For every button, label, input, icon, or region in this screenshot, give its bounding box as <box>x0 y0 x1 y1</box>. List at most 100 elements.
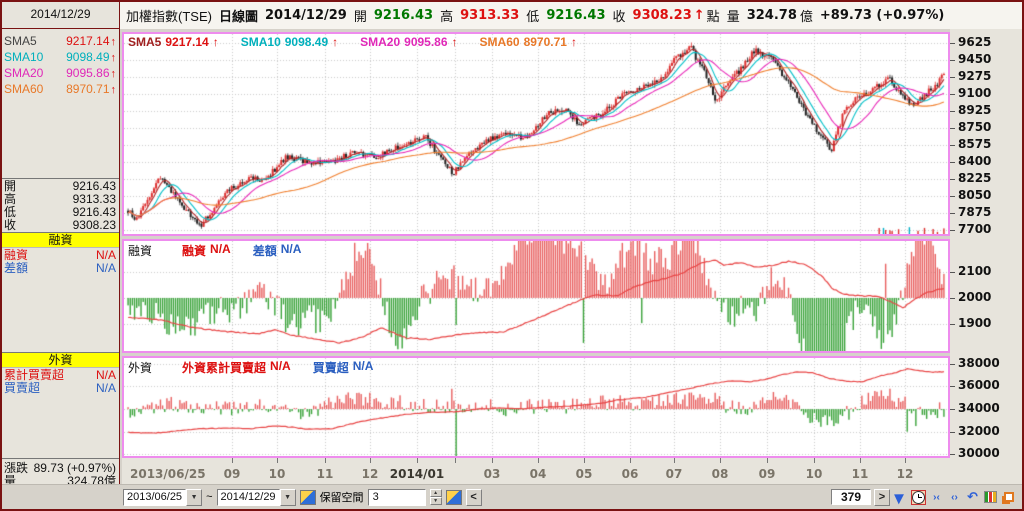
x-axis-label: 05 <box>575 467 593 481</box>
y-axis-label: 9625 <box>958 35 992 50</box>
bar-count-box[interactable]: 379 <box>831 489 871 505</box>
close-row-value: 9308.23 <box>72 217 116 232</box>
toolbar-right-group: 379 > ›‹ ‹› ↶ <box>831 488 1022 506</box>
y-axis-tick <box>950 145 955 147</box>
foreign-cum-value: N/A <box>95 367 116 382</box>
undo-icon[interactable]: ↶ <box>967 489 978 504</box>
x-axis-tick <box>767 458 768 463</box>
x-axis-tick <box>538 458 539 463</box>
y-axis-tick <box>950 431 955 433</box>
sma20-value: 9095.86 <box>66 66 110 80</box>
from-date-combo[interactable]: 2013/06/25 ▼ <box>123 488 203 506</box>
point-label: 點 <box>706 9 720 24</box>
sma60-label: SMA60 <box>4 82 44 96</box>
apply-range-icon[interactable] <box>299 489 316 505</box>
y-axis-tick <box>950 272 955 274</box>
sma-readout-block: SMA5 9217.14↑ SMA10 9098.49↑ SMA20 9095.… <box>2 33 119 97</box>
y-axis-label: 8925 <box>958 103 992 118</box>
y-axis-label: 8225 <box>958 171 992 186</box>
x-axis-tick <box>455 458 456 463</box>
refresh-chart-icon[interactable] <box>445 489 462 505</box>
sma20-label: SMA20 <box>4 66 44 80</box>
header-bar: 加權指數(TSE) 日線圖 2014/12/29 開 9216.43 高 931… <box>120 2 1022 29</box>
open-row-label: 開 <box>4 179 17 193</box>
sma60-arrow-icon: ↑ <box>110 84 117 96</box>
foreign-chart-panel: 外資 外資累計買賣超 N/A 買賣超 N/A <box>122 356 950 458</box>
change-volume-stats: 漲跌 89.73 (+0.97%) 量 324.78億 <box>2 458 119 488</box>
foreign-net-label: 買賣超 <box>4 381 41 395</box>
x-axis-label: 12 <box>361 467 379 481</box>
header-date: 2014/12/29 <box>264 8 347 23</box>
y-axis-tick <box>950 179 955 181</box>
change-stat-value: 89.73 (+0.97%) <box>33 460 116 475</box>
open-row-value: 9216.43 <box>72 178 116 193</box>
high-row-value: 9313.33 <box>72 191 116 206</box>
y-axis-tick <box>950 297 955 299</box>
reserve-space-input[interactable]: 3 <box>367 488 426 506</box>
foreign-chart-canvas[interactable] <box>124 358 948 456</box>
y-axis-label: 8050 <box>958 188 992 203</box>
margin-chart-canvas[interactable] <box>124 241 948 351</box>
zoom-out-icon[interactable]: ‹› <box>951 491 958 503</box>
x-axis-tick <box>674 458 675 463</box>
to-date-combo[interactable]: 2014/12/29 ▼ <box>216 488 296 506</box>
x-axis-tick <box>584 458 585 463</box>
y-axis-tick <box>950 77 955 79</box>
foreign-section: 外資 累計買賣超 N/A 買賣超 N/A <box>2 352 119 395</box>
chart-style-icon[interactable] <box>983 490 998 505</box>
margin-diff-value: N/A <box>95 260 116 275</box>
from-date-value[interactable]: 2013/06/25 <box>123 488 187 506</box>
x-axis-label: 11 <box>851 467 869 481</box>
high-value: 9313.33 <box>460 8 520 23</box>
x-axis-label: 08 <box>711 467 729 481</box>
sma20-row: SMA20 9095.86↑ <box>2 65 119 81</box>
to-date-value[interactable]: 2014/12/29 <box>216 488 280 506</box>
y-axis-gutter: 9625 9450 9275 9100 8925 8750 8575 8400 8225 8050… <box>950 29 1022 486</box>
close-label: 收 <box>612 9 626 24</box>
x-axis-label: 12 <box>896 467 914 481</box>
scroll-left-button[interactable]: < <box>465 488 482 506</box>
sma60-row: SMA60 8970.71↑ <box>2 81 119 97</box>
from-date-dropdown-icon[interactable]: ▼ <box>186 488 203 506</box>
clock-tool-icon[interactable] <box>911 489 926 505</box>
reserve-spinner[interactable]: ▲ ▼ <box>429 489 442 505</box>
y-axis-tick <box>950 111 955 113</box>
x-axis-tick <box>232 458 233 463</box>
x-axis-label: 09 <box>223 467 241 481</box>
foreign-section-header: 外資 <box>2 352 119 368</box>
copy-window-icon[interactable] <box>1001 490 1016 505</box>
y-axis-tick <box>950 213 955 215</box>
y-axis-label: 7875 <box>958 205 992 220</box>
x-axis-tick <box>905 458 906 463</box>
change-label: 漲跌 <box>4 461 29 475</box>
y-axis-label: 2000 <box>958 289 992 304</box>
x-axis-tick <box>370 458 371 463</box>
spinner-down-icon[interactable]: ▼ <box>429 497 442 505</box>
open-label: 開 <box>353 9 367 24</box>
x-axis-label: 2014/01 <box>389 467 445 481</box>
sma10-value: 9098.49 <box>66 50 110 64</box>
x-axis-label: 2013/06/25 <box>130 467 206 481</box>
y-axis-label: 9450 <box>958 52 992 67</box>
x-axis-label: 10 <box>268 467 286 481</box>
scroll-right-button[interactable]: > <box>874 488 890 506</box>
y-axis-tick <box>950 230 955 232</box>
y-axis-tick <box>950 363 955 365</box>
x-axis-label: 07 <box>665 467 683 481</box>
to-date-dropdown-icon[interactable]: ▼ <box>279 488 296 506</box>
y-axis-tick <box>950 128 955 130</box>
y-axis-label: 8750 <box>958 120 992 135</box>
high-label: 高 <box>440 9 454 24</box>
zoom-in-icon[interactable]: ›‹ <box>933 491 940 503</box>
margin-chart-panel: 融資 融資 N/A 差額 N/A <box>122 239 950 353</box>
x-axis-tick <box>325 458 326 463</box>
cursor-tool-icon[interactable] <box>893 490 908 505</box>
reserve-space-label: 保留空間 <box>319 492 364 504</box>
x-axis-label: 09 <box>758 467 776 481</box>
spinner-up-icon[interactable]: ▲ <box>429 489 442 497</box>
price-chart-canvas[interactable] <box>124 34 948 234</box>
close-value: 9308.23 <box>632 8 692 23</box>
ohlc-readout-block: 開 9216.43 高 9313.33 低 9216.43 收 9308.23 <box>2 178 119 232</box>
volume-unit: 億 <box>799 9 813 24</box>
y-axis-tick <box>950 454 955 456</box>
